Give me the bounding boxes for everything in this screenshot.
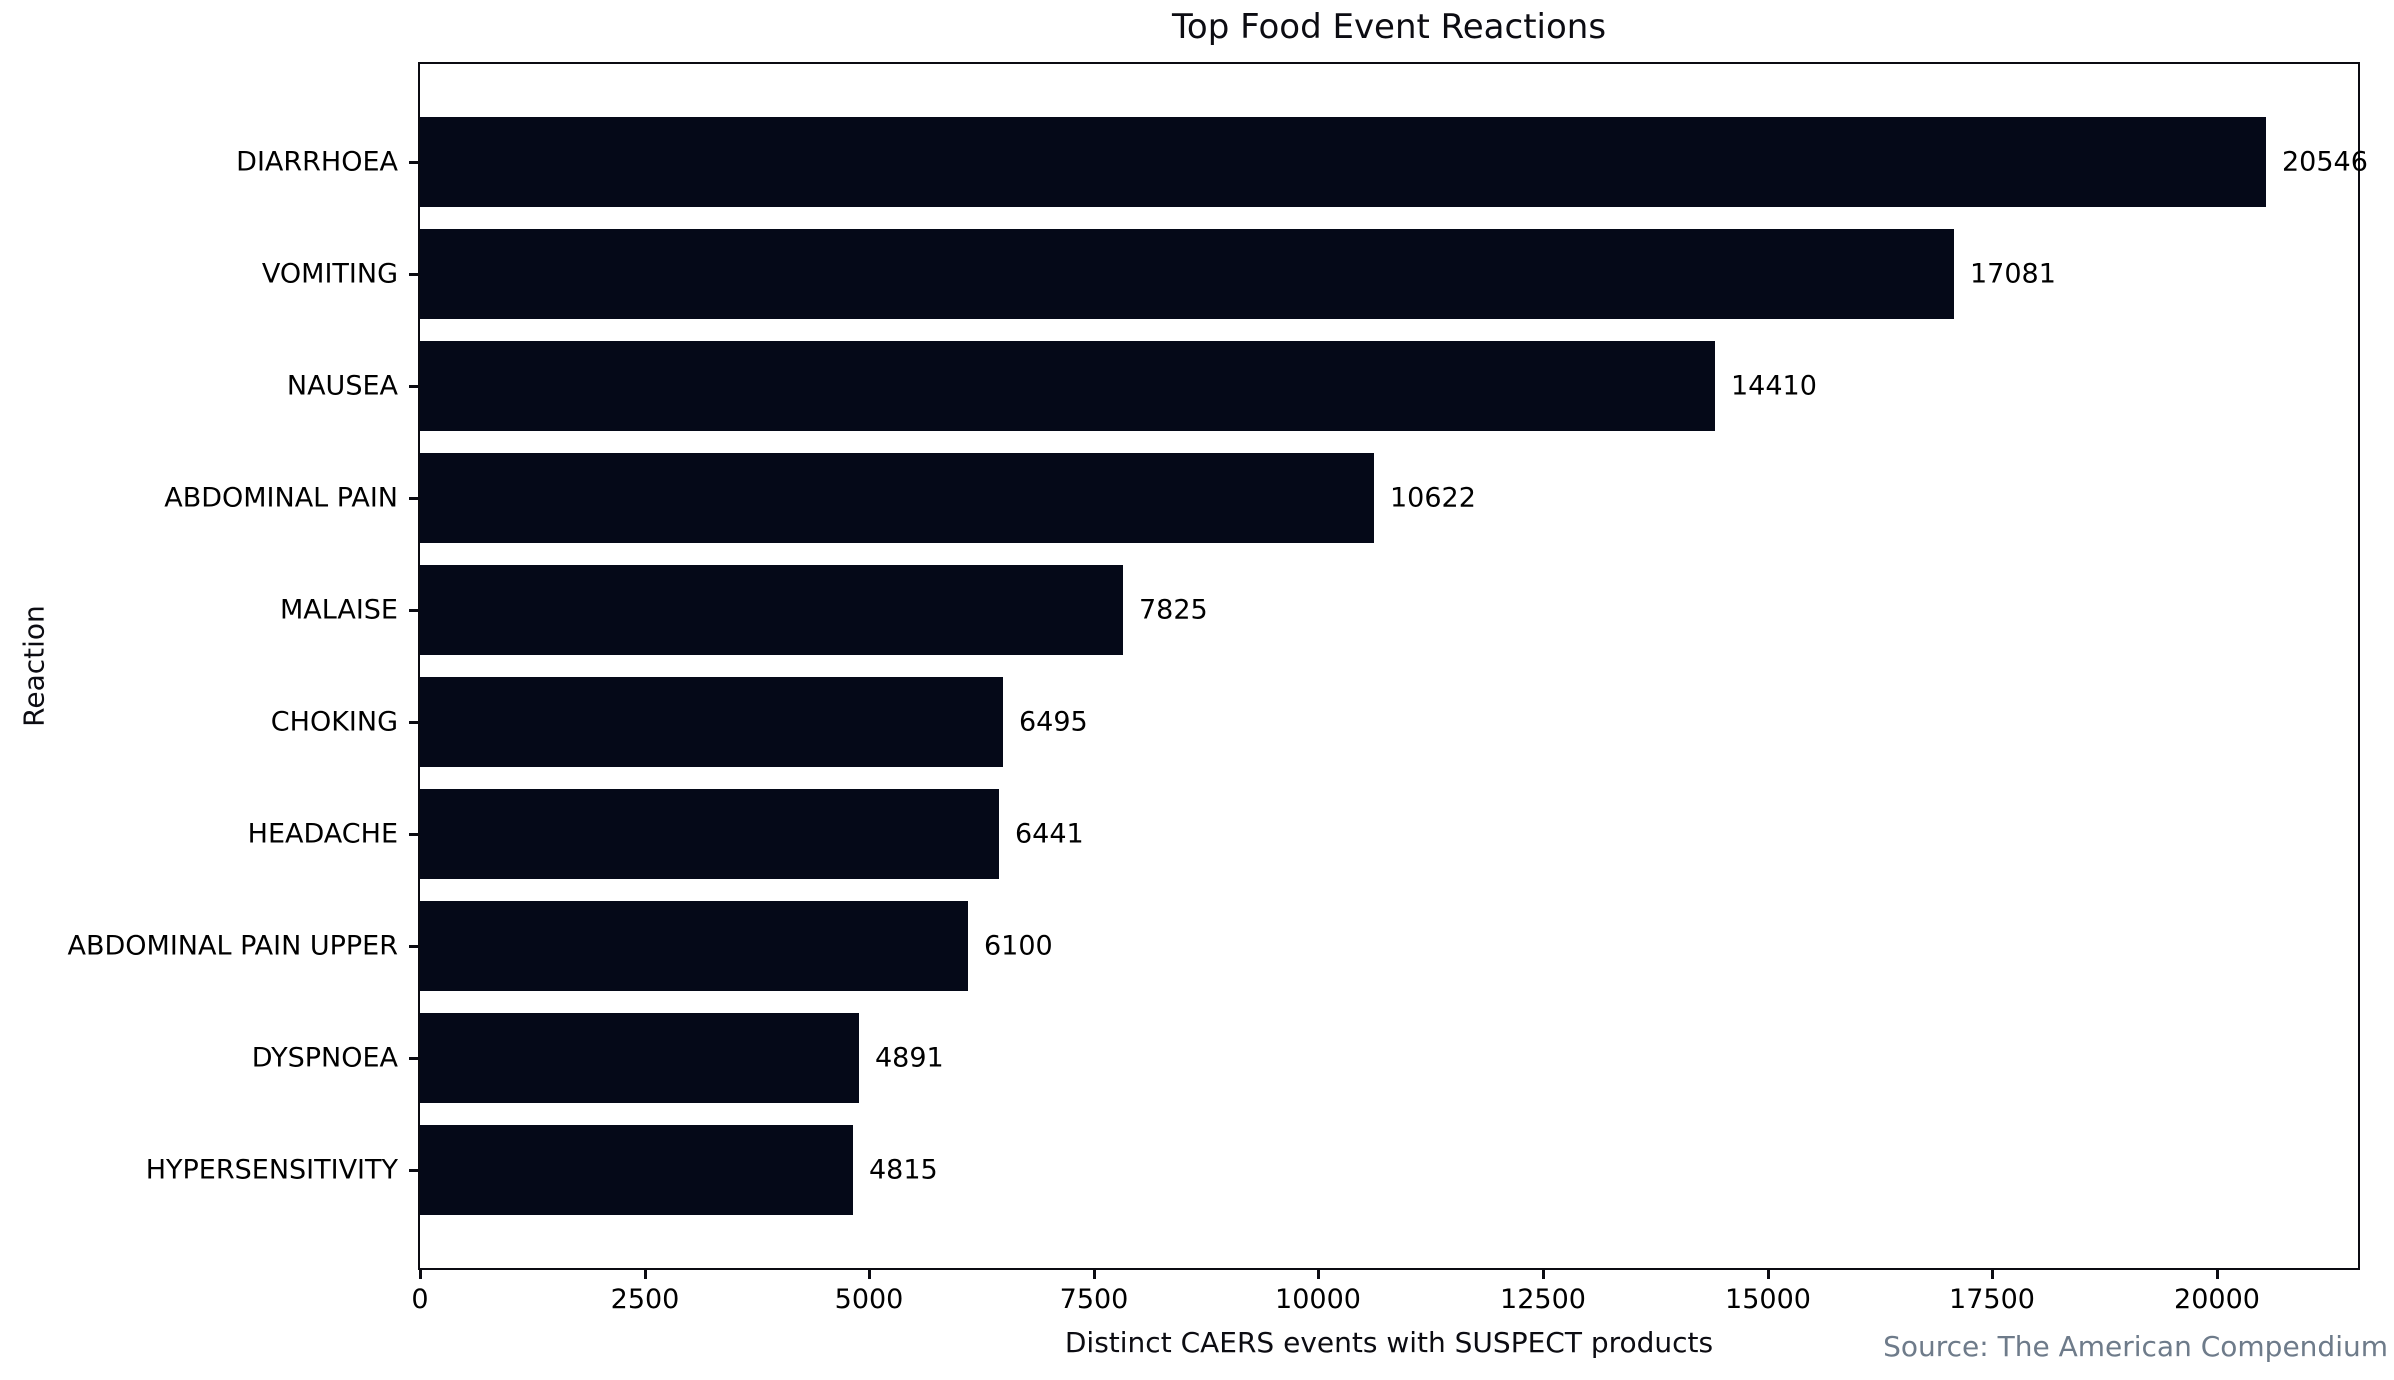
y-tick-mark xyxy=(409,161,418,164)
x-tick-label: 2500 xyxy=(610,1284,680,1315)
bar xyxy=(420,565,1123,655)
bar xyxy=(420,453,1374,543)
bar xyxy=(420,1125,853,1215)
category-label: MALAISE xyxy=(279,594,398,626)
bar xyxy=(420,677,1003,767)
x-tick-label: 15000 xyxy=(1725,1284,1811,1315)
bar xyxy=(420,341,1715,431)
x-tick-label: 20000 xyxy=(2174,1284,2260,1315)
x-tick-mark xyxy=(1991,1270,1994,1279)
category-label: NAUSEA xyxy=(286,370,398,402)
category-label: DIARRHOEA xyxy=(236,146,398,178)
category-label: CHOKING xyxy=(270,706,398,738)
y-tick-mark xyxy=(409,1057,418,1060)
x-tick-mark xyxy=(1093,1270,1096,1279)
bar xyxy=(420,117,2266,207)
bar xyxy=(420,1013,859,1103)
bar xyxy=(420,789,999,879)
bar-value-label: 7825 xyxy=(1139,594,1208,626)
bar-value-label: 6100 xyxy=(984,930,1053,962)
x-tick-label: 7500 xyxy=(1059,1284,1129,1315)
y-tick-mark xyxy=(409,1169,418,1172)
chart-title: Top Food Event Reactions xyxy=(1171,7,1607,47)
bar-value-label: 14410 xyxy=(1731,370,1817,402)
y-tick-mark xyxy=(409,721,418,724)
source-note: Source: The American Compendium xyxy=(1883,1330,2388,1363)
y-tick-mark xyxy=(409,833,418,836)
bar-value-label: 4815 xyxy=(869,1154,938,1186)
x-tick-mark xyxy=(2216,1270,2219,1279)
y-tick-mark xyxy=(409,609,418,612)
bar xyxy=(420,229,1954,319)
x-tick-label: 0 xyxy=(411,1284,429,1315)
x-tick-label: 17500 xyxy=(1949,1284,2035,1315)
x-tick-label: 10000 xyxy=(1275,1284,1361,1315)
category-label: HEADACHE xyxy=(247,818,398,850)
x-tick-mark xyxy=(1767,1270,1770,1279)
bar-value-label: 10622 xyxy=(1390,482,1476,514)
category-label: VOMITING xyxy=(261,258,398,290)
x-tick-mark xyxy=(1317,1270,1320,1279)
y-tick-mark xyxy=(409,273,418,276)
x-tick-mark xyxy=(868,1270,871,1279)
bar-value-label: 6495 xyxy=(1019,706,1088,738)
x-tick-mark xyxy=(644,1270,647,1279)
bar-value-label: 6441 xyxy=(1015,818,1084,850)
x-tick-mark xyxy=(419,1270,422,1279)
y-tick-mark xyxy=(409,497,418,500)
x-tick-mark xyxy=(1542,1270,1545,1279)
y-tick-mark xyxy=(409,385,418,388)
bar-value-label: 20546 xyxy=(2282,146,2368,178)
category-label: ABDOMINAL PAIN UPPER xyxy=(67,930,399,962)
x-axis-label: Distinct CAERS events with SUSPECT produ… xyxy=(1064,1326,1714,1359)
plot-area: 20546 17081 14410 10622 7825 6495 6441 6100 4891… xyxy=(418,62,2368,1270)
x-tick-label: 12500 xyxy=(1500,1284,1586,1315)
y-tick-mark xyxy=(409,945,418,948)
category-label: DYSPNOEA xyxy=(251,1042,398,1074)
category-label: HYPERSENSITIVITY xyxy=(145,1154,398,1186)
bar-value-label: 4891 xyxy=(875,1042,944,1074)
category-label: ABDOMINAL PAIN xyxy=(164,482,398,514)
bar xyxy=(420,901,968,991)
x-tick-label: 5000 xyxy=(834,1284,904,1315)
bar-value-label: 17081 xyxy=(1970,258,2056,290)
